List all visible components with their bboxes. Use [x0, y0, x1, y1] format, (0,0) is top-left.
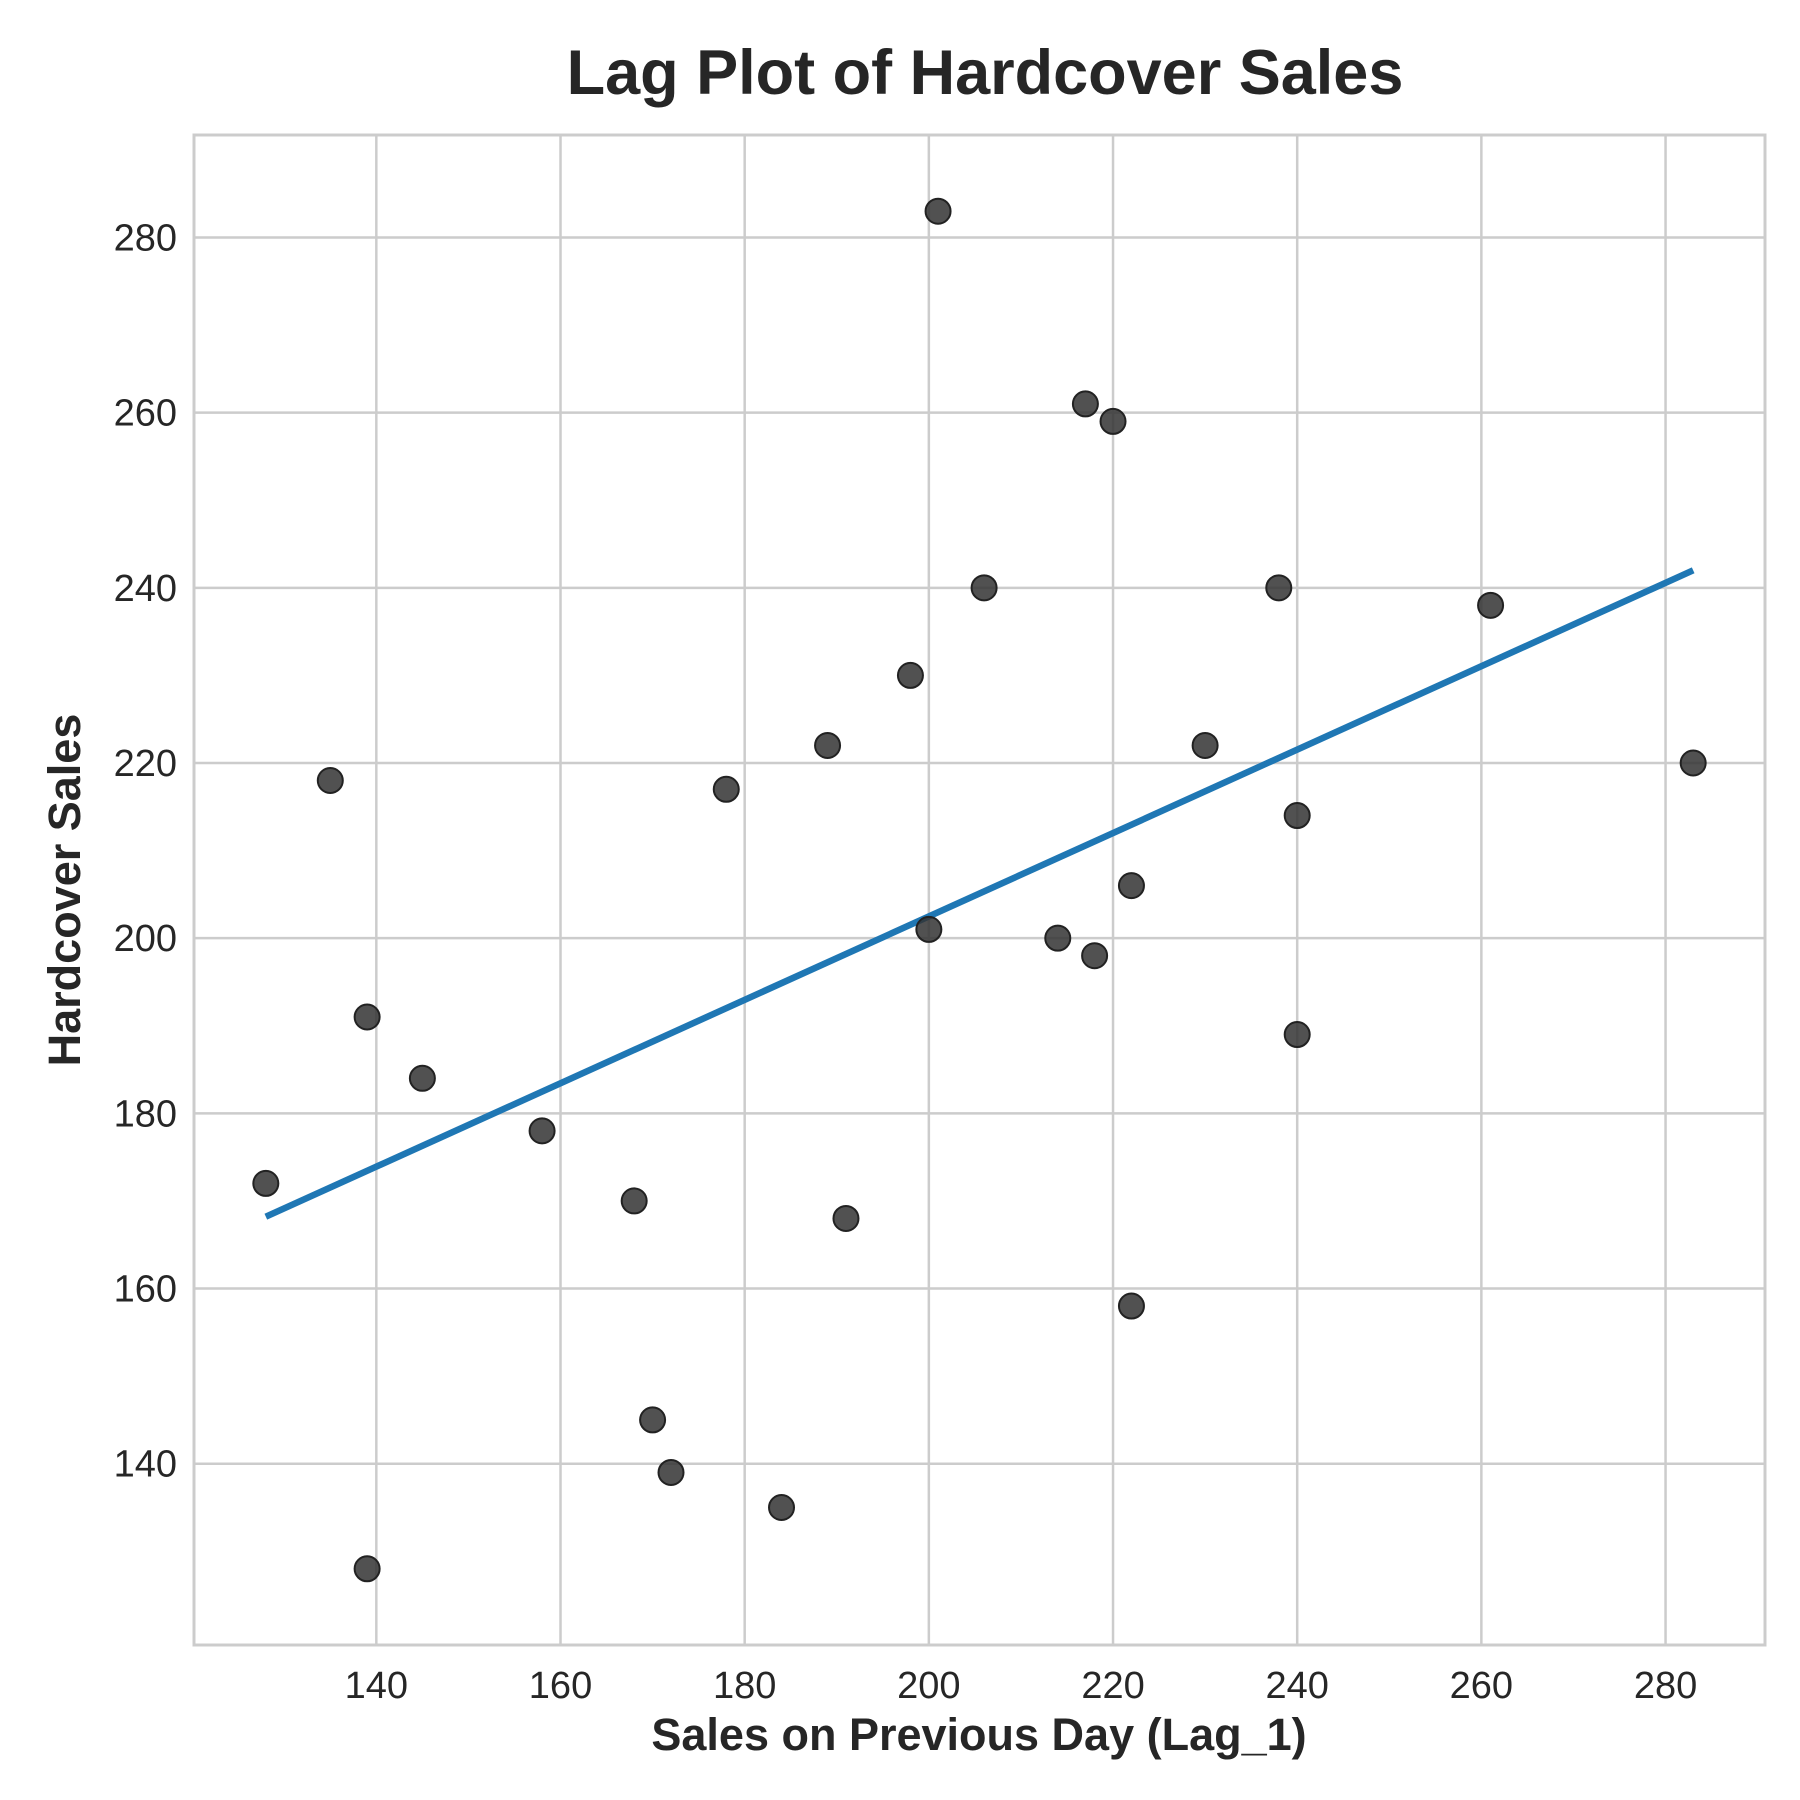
data-point [1081, 942, 1109, 970]
data-point [620, 1187, 648, 1215]
x-tick-label: 280 [1634, 1665, 1697, 1707]
data-point [1191, 731, 1219, 759]
x-tick-label: 180 [713, 1665, 776, 1707]
data-point [1283, 1021, 1311, 1049]
y-tick-label: 180 [114, 1093, 177, 1135]
x-axis-label: Sales on Previous Day (Lag_1) [651, 1709, 1306, 1760]
data-point [970, 574, 998, 602]
data-point [924, 197, 952, 225]
tick-labels: 140 160 180 200 220 240 260 280 140 160 180 200 220 2… [114, 217, 1698, 1707]
data-point [316, 767, 344, 795]
regression-line-group [264, 567, 1695, 1220]
y-tick-label: 220 [114, 743, 177, 785]
data-point [1117, 1292, 1145, 1320]
data-point [832, 1204, 860, 1232]
data-point [639, 1406, 667, 1434]
x-tick-label: 140 [345, 1665, 408, 1707]
data-points [252, 197, 1707, 1583]
data-point [1099, 407, 1127, 435]
y-tick-label: 240 [114, 568, 177, 610]
y-tick-label: 200 [114, 918, 177, 960]
x-tick-label: 240 [1265, 1665, 1328, 1707]
y-axis-label: Hardcover Sales [39, 714, 90, 1067]
data-point [408, 1064, 436, 1092]
y-tick-label: 260 [114, 393, 177, 435]
data-point [1477, 591, 1505, 619]
x-tick-label: 160 [529, 1665, 592, 1707]
data-point [712, 775, 740, 803]
data-point [657, 1458, 685, 1486]
plot-frame [192, 133, 1767, 1647]
x-tick-label: 220 [1081, 1665, 1144, 1707]
data-point [353, 1003, 381, 1031]
data-point [768, 1493, 796, 1521]
data-point [252, 1169, 280, 1197]
y-tick-label: 280 [114, 217, 177, 259]
data-point [814, 731, 842, 759]
y-tick-label: 140 [114, 1444, 177, 1486]
data-point [1679, 749, 1707, 777]
data-point [353, 1555, 381, 1583]
x-tick-label: 260 [1450, 1665, 1513, 1707]
x-tick-label: 200 [897, 1665, 960, 1707]
chart-title: Lag Plot of Hardcover Sales [567, 38, 1404, 108]
y-tick-label: 160 [114, 1269, 177, 1311]
data-point [1044, 924, 1072, 952]
data-point [896, 661, 924, 689]
data-point [1283, 802, 1311, 830]
data-point [915, 915, 943, 943]
regression-line [264, 567, 1695, 1220]
data-point [1071, 390, 1099, 418]
data-point [1117, 872, 1145, 900]
data-point [528, 1117, 556, 1145]
data-point [1265, 574, 1293, 602]
